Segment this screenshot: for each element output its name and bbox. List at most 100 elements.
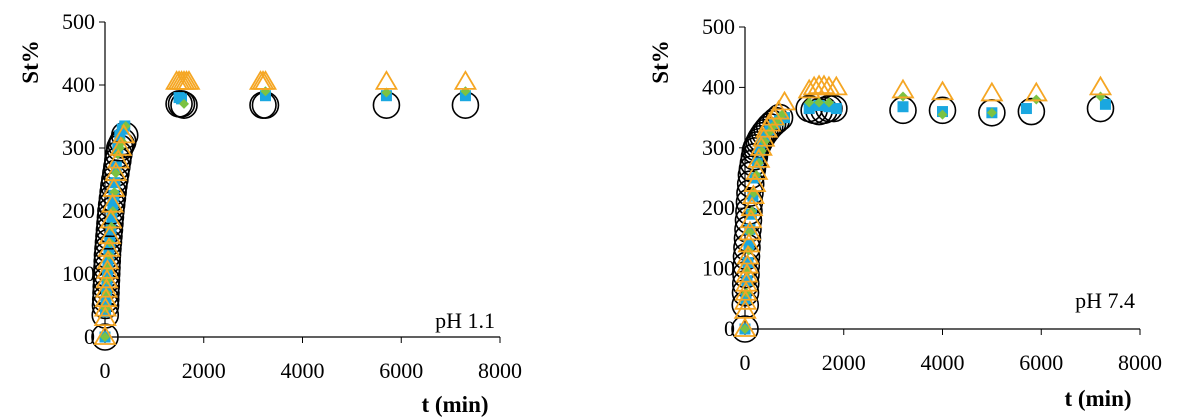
data-point-circle [731,315,759,343]
x-axis-title: t (min) [421,392,488,417]
x-tick-label: 0 [100,358,111,383]
y-tick-label: 500 [62,9,95,34]
data-point-triangle [762,105,786,126]
chart-panel-ph-7-4: 0 100 200 300 400 500 0 2000 4000 6000 8000 St% t (m… [648,14,1162,411]
y-axis-title: St% [18,40,43,83]
x-tick-label: 2000 [822,350,866,375]
data-point-diamond [179,98,189,109]
data-point-triangle [104,161,128,182]
y-tick-label: 400 [62,72,95,97]
data-point-triangle [733,317,757,337]
data-point-square [743,238,755,250]
data-point-triangle [930,80,955,101]
data-point-triangle [253,70,278,90]
data-point-square [830,103,842,115]
y-tick-label: 200 [62,198,95,223]
data-point-triangle [772,90,797,111]
y-tick-label: 500 [702,14,735,39]
data-point-square [1099,98,1111,110]
data-point-square [101,268,113,280]
data-point-triangle [100,192,124,213]
data-point-diamond [120,120,131,131]
data-point-triangle [741,184,765,205]
x-tick-label: 4000 [921,350,965,375]
data-point-square [803,103,815,115]
data-point-triangle [812,74,836,95]
data-point-diamond [986,107,997,118]
x-tick-label: 8000 [478,358,522,383]
data-point-triangle [94,277,119,298]
data-point-triangle [99,208,123,229]
data-point-triangle [112,123,136,144]
data-point-triangle [102,177,126,197]
data-point-square [176,93,188,105]
y-tick-label: 100 [62,261,95,286]
y-axis-title: St% [648,40,673,83]
x-tick-label: 2000 [182,358,226,383]
data-point-circle [91,323,119,351]
data-point-triangle [95,268,119,289]
data-point-square [779,112,790,124]
data-point-triangle [891,78,915,99]
data-point-triangle [739,208,763,229]
y-tick-label: 300 [702,135,735,160]
data-point-triangle [106,148,130,169]
data-point-circle [928,96,957,125]
y-tick-label: 400 [702,74,735,99]
y-tick-label: 100 [702,256,735,281]
data-point-diamond [740,324,750,334]
data-point-square [107,199,119,211]
x-tick-label: 6000 [379,358,423,383]
data-point-triangle [177,70,201,90]
data-point-triangle [1088,75,1113,96]
data-point-triangle [747,148,771,168]
chart-panel-ph-1-1: 0 100 200 300 400 500 0 2000 4000 6000 8000 St% t (m… [18,9,522,417]
data-point-triangle [93,325,117,345]
data-point-triangle [109,136,133,156]
data-point-triangle [736,244,760,265]
data-point-triangle [93,306,117,327]
x-tick-label: 4000 [281,358,325,383]
y-tick-label: 0 [724,316,735,341]
data-point-square [742,257,754,269]
x-tick-label: 6000 [1019,350,1063,375]
data-point-diamond [756,145,767,156]
data-point-square [1020,103,1032,115]
data-point-triangle [738,220,762,241]
data-point-square [106,211,118,223]
data-point-triangle [374,70,399,90]
data-point-diamond [814,97,825,108]
data-point-diamond [804,97,815,108]
data-point-triangle [745,160,769,180]
data-point-square [741,275,753,287]
data-point-triangle [453,70,478,90]
data-point-diamond [100,332,110,342]
data-point-diamond [898,91,908,102]
data-point-triangle [97,237,121,257]
data-point-triangle [824,75,848,96]
data-point-diamond [110,168,121,179]
data-point-triangle [96,249,120,270]
data-point-diamond [937,109,948,120]
data-point-triangle [93,296,118,317]
data-point-square [897,101,909,113]
x-tick-label: 8000 [1118,350,1162,375]
panel-annotation: pH 7.4 [1075,288,1135,313]
data-point-diamond [1031,94,1042,105]
data-point-triangle [797,78,821,99]
data-point-triangle [737,232,761,253]
data-point-diamond [744,227,755,238]
data-point-square [100,296,112,308]
data-point-square [740,293,752,305]
x-tick-label: 0 [740,350,751,375]
data-point-triangle [980,81,1004,102]
data-point-triangle [743,172,767,192]
data-point-circle [167,90,196,118]
panel-annotation: pH 1.1 [435,308,495,333]
y-tick-label: 200 [702,195,735,220]
data-point-triangle [740,196,764,217]
data-point-diamond [823,97,834,108]
data-point-triangle [95,259,120,279]
data-point-square [759,130,771,142]
